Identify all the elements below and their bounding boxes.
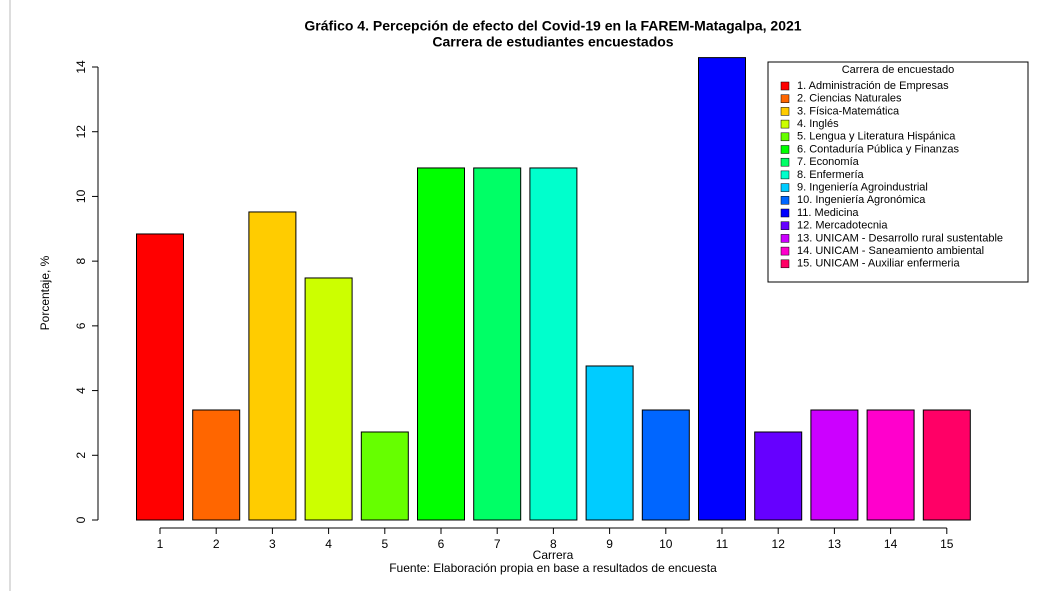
legend-label: 6. Contaduría Pública y Finanzas bbox=[797, 143, 960, 155]
x-tick-label: 9 bbox=[606, 537, 613, 551]
legend-swatch bbox=[780, 234, 790, 243]
legend-label: 5. Lengua y Literatura Hispánica bbox=[797, 131, 956, 143]
bar bbox=[866, 409, 915, 521]
x-tick-label: 10 bbox=[659, 537, 673, 551]
legend-swatch bbox=[780, 145, 790, 154]
x-tick-label: 4 bbox=[325, 537, 332, 551]
y-tick-label: 2 bbox=[74, 452, 88, 459]
x-tick-label: 15 bbox=[940, 537, 954, 551]
y-tick-label: 8 bbox=[74, 257, 88, 264]
x-tick-label: 6 bbox=[438, 537, 445, 551]
legend-swatch bbox=[780, 157, 790, 167]
bar bbox=[248, 211, 297, 521]
legend-box bbox=[767, 61, 1029, 283]
chart-title: Gráfico 4. Percepción de efecto del Covi… bbox=[304, 18, 801, 34]
legend-swatch bbox=[780, 170, 790, 180]
source-note: Fuente: Elaboración propia en base a res… bbox=[389, 561, 717, 575]
legend-label: 7. Economía bbox=[797, 156, 860, 168]
chart-subtitle: Carrera de estudiantes encuestados bbox=[432, 34, 673, 50]
x-tick-label: 12 bbox=[772, 537, 786, 551]
bar bbox=[192, 409, 241, 521]
x-tick-label: 11 bbox=[716, 537, 729, 551]
legend-swatch bbox=[780, 94, 790, 103]
legend-swatch bbox=[780, 221, 790, 230]
legend-label: 4. Inglés bbox=[797, 118, 839, 130]
legend-label: 2. Ciencias Naturales bbox=[797, 93, 902, 105]
legend-swatch bbox=[780, 259, 790, 269]
bar bbox=[304, 277, 353, 521]
x-tick-label: 2 bbox=[213, 537, 220, 551]
x-tick-label: 7 bbox=[494, 537, 501, 551]
bar bbox=[641, 409, 690, 521]
legend-swatch bbox=[780, 183, 790, 192]
bar bbox=[417, 167, 465, 521]
legend-title: Carrera de encuestado bbox=[842, 64, 955, 76]
bar bbox=[585, 365, 634, 521]
bar bbox=[473, 167, 522, 521]
legend-swatch bbox=[780, 107, 790, 116]
bar bbox=[529, 167, 578, 521]
legend-swatch bbox=[780, 119, 790, 129]
y-axis-label: Porcentaje, % bbox=[38, 255, 52, 330]
legend-label: 15. UNICAM - Auxiliar enfermeria bbox=[797, 258, 960, 270]
x-tick-label: 3 bbox=[269, 537, 276, 551]
bar bbox=[810, 409, 859, 521]
bar bbox=[136, 233, 184, 521]
y-tick-label: 0 bbox=[74, 516, 88, 523]
legend-label: 3. Física-Matemática bbox=[797, 105, 900, 117]
x-tick-label: 5 bbox=[381, 537, 388, 551]
y-tick-label: 4 bbox=[74, 387, 88, 394]
y-tick-label: 10 bbox=[74, 189, 88, 203]
y-tick-label: 6 bbox=[74, 322, 88, 329]
legend-label: 10. Ingeniería Agronómica bbox=[797, 194, 926, 206]
x-tick-label: 1 bbox=[157, 537, 164, 551]
legend-label: 13. UNICAM - Desarrollo rural sustentabl… bbox=[797, 232, 1003, 244]
legend-swatch bbox=[780, 132, 790, 142]
legend-label: 8. Enfermería bbox=[797, 169, 865, 181]
y-tick-label: 14 bbox=[74, 60, 88, 74]
legend-label: 1. Administración de Empresas bbox=[797, 80, 949, 92]
legend-label: 14. UNICAM - Saneamiento ambiental bbox=[797, 245, 984, 257]
legend-label: 11. Medicina bbox=[797, 207, 859, 219]
legend-swatch bbox=[780, 246, 790, 256]
legend-swatch bbox=[780, 81, 790, 91]
bar bbox=[922, 409, 971, 521]
x-tick-label: 8 bbox=[550, 537, 557, 551]
legend-label: 12. Mercadotecnia bbox=[797, 220, 888, 232]
x-tick-label: 13 bbox=[828, 537, 842, 551]
y-tick-label: 12 bbox=[74, 125, 88, 139]
bar bbox=[754, 431, 803, 521]
bar bbox=[360, 431, 409, 521]
legend-swatch bbox=[780, 196, 790, 205]
x-tick-label: 14 bbox=[884, 537, 898, 551]
bar bbox=[698, 57, 746, 521]
legend-label: 9. Ingeniería Agroindustrial bbox=[797, 182, 928, 194]
x-axis-label: Carrera bbox=[533, 548, 574, 562]
legend-swatch bbox=[780, 208, 790, 218]
